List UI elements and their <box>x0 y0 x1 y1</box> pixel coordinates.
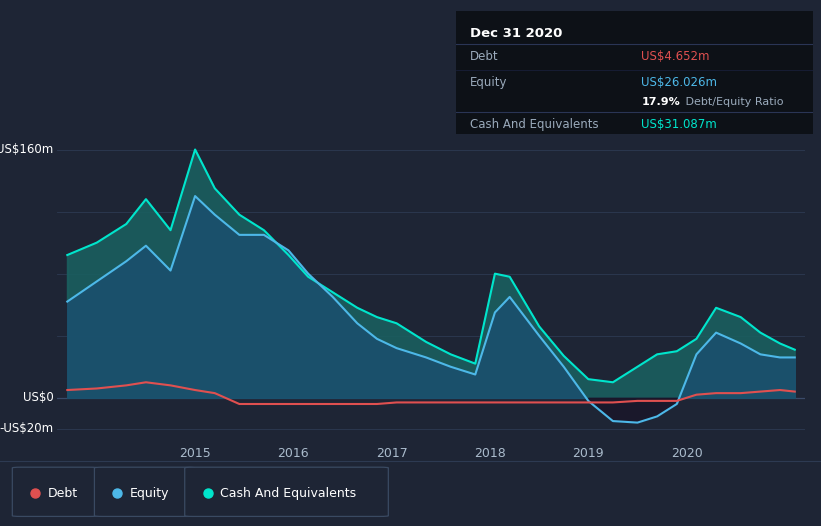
Text: 17.9%: 17.9% <box>641 97 680 107</box>
FancyBboxPatch shape <box>94 467 195 517</box>
Text: US$160m: US$160m <box>0 143 53 156</box>
Text: Cash And Equivalents: Cash And Equivalents <box>470 118 599 131</box>
Text: Debt: Debt <box>48 487 78 500</box>
Text: US$4.652m: US$4.652m <box>641 50 710 63</box>
Text: -US$20m: -US$20m <box>0 422 53 436</box>
Text: US$0: US$0 <box>23 391 53 404</box>
Text: Equity: Equity <box>130 487 169 500</box>
FancyBboxPatch shape <box>185 467 388 517</box>
Text: Debt: Debt <box>470 50 498 63</box>
Text: Dec 31 2020: Dec 31 2020 <box>470 27 562 39</box>
Text: US$26.026m: US$26.026m <box>641 76 718 89</box>
Text: Debt/Equity Ratio: Debt/Equity Ratio <box>682 97 784 107</box>
Text: Equity: Equity <box>470 76 507 89</box>
Text: US$31.087m: US$31.087m <box>641 118 717 131</box>
FancyBboxPatch shape <box>12 467 98 517</box>
Text: Cash And Equivalents: Cash And Equivalents <box>220 487 356 500</box>
